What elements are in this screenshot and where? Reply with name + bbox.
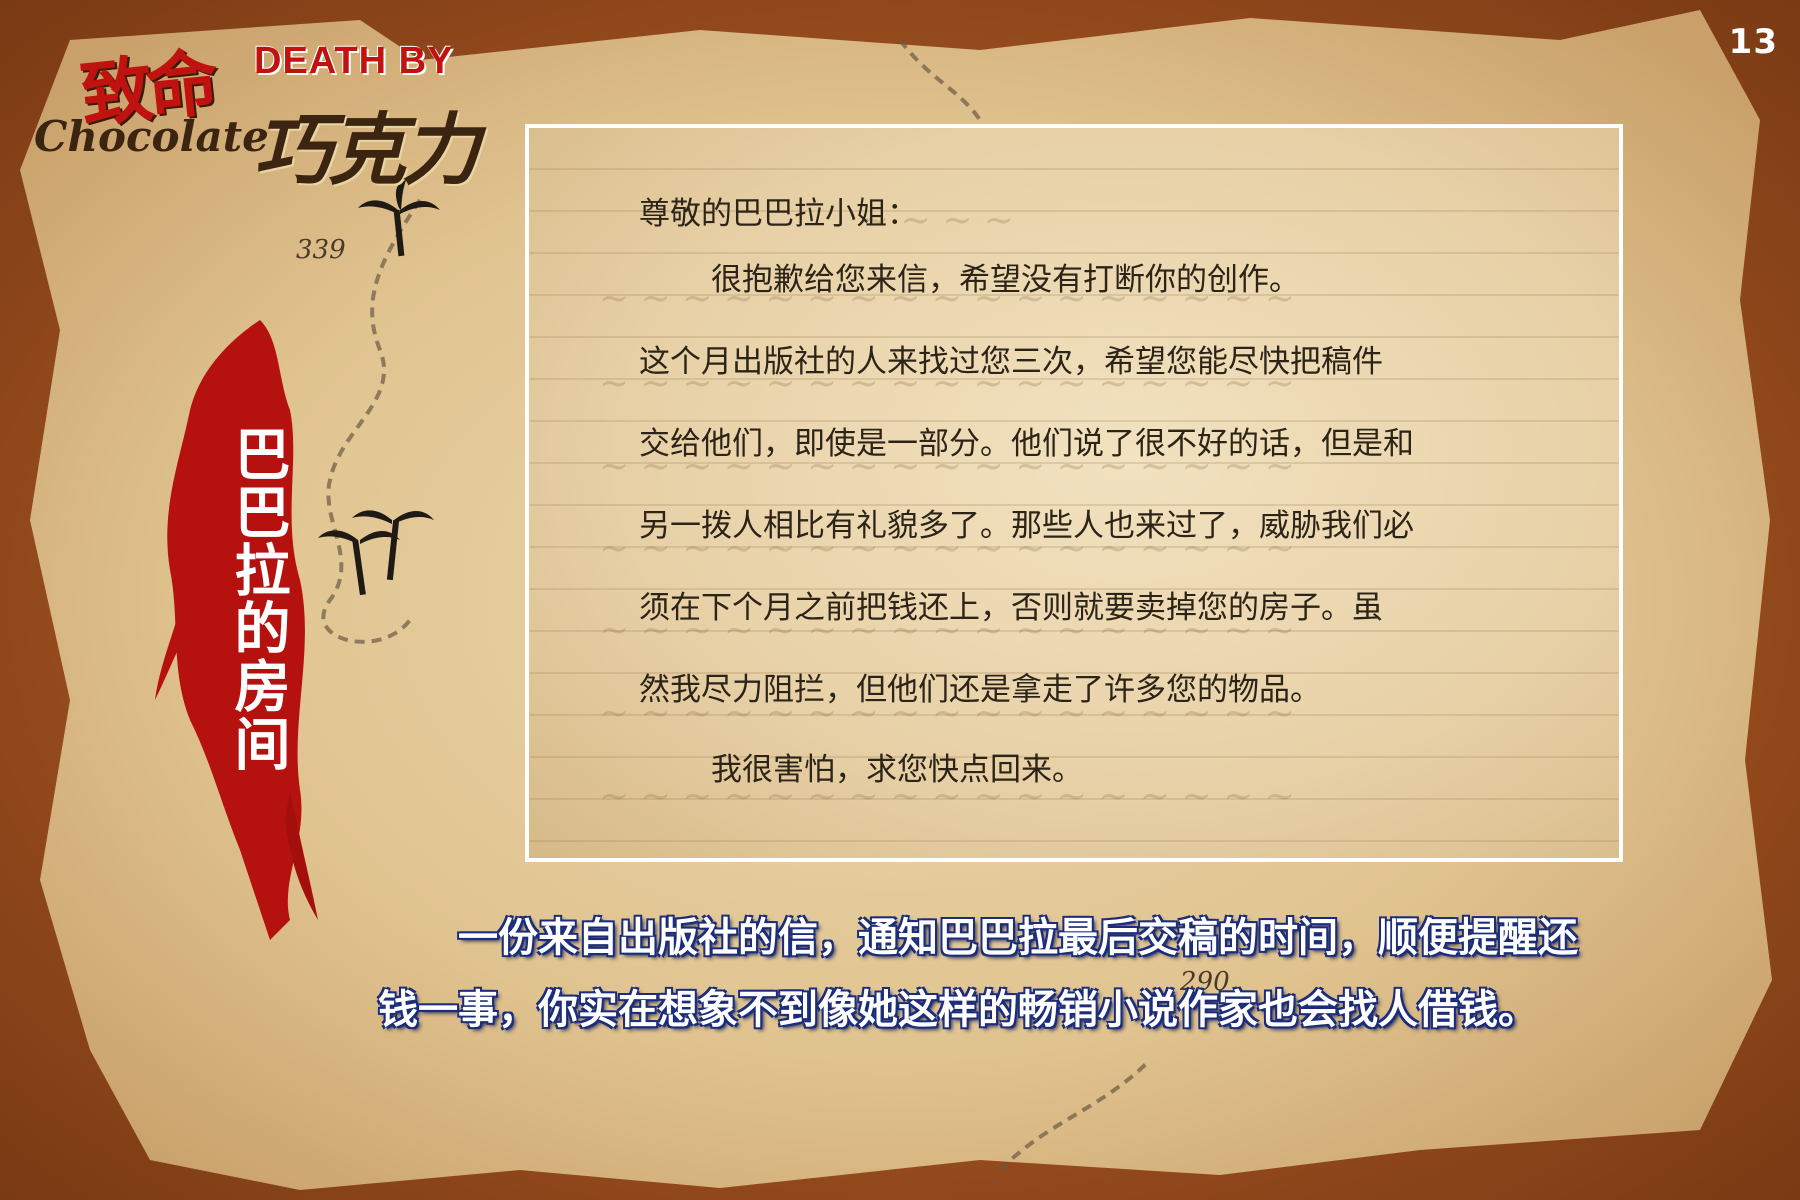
- faint-script-decoration: ~ ~ ~ ~ ~ ~ ~ ~ ~ ~ ~ ~ ~ ~ ~ ~ ~: [599, 363, 1295, 404]
- caption-line-1: 一份来自出版社的信，通知巴巴拉最后交稿的时间，顺便提醒还: [458, 915, 1578, 961]
- faint-script-decoration: ~ ~ ~ ~ ~ ~ ~ ~ ~ ~ ~ ~ ~ ~ ~ ~ ~: [599, 278, 1295, 319]
- letter-line: 须在下个月之前把钱还上，否则就要卖掉您的房子。虽: [639, 590, 1383, 626]
- faint-script-decoration: ~ ~ ~ ~ ~ ~ ~ ~ ~ ~ ~ ~ ~ ~ ~ ~ ~: [599, 610, 1295, 651]
- caption-line-2: 钱一事，你实在想象不到像她这样的畅销小说作家也会找人借钱。: [378, 987, 1538, 1033]
- map-label-290: 290: [1179, 967, 1230, 997]
- palm-tree-icon: [358, 180, 440, 257]
- page-number: 13: [1728, 22, 1778, 62]
- room-title: 巴巴拉的房间: [225, 425, 290, 773]
- letter-line: 这个月出版社的人来找过您三次，希望您能尽快把稿件: [639, 344, 1383, 380]
- faint-script-decoration: ~ ~ ~ ~ ~ ~ ~ ~ ~ ~ ~ ~ ~ ~ ~ ~ ~: [599, 693, 1295, 734]
- letter-line: 很抱歉给您来信，希望没有打断你的创作。: [711, 262, 1300, 298]
- letter-line: 我很害怕，求您快点回来。: [711, 752, 1083, 788]
- letter-panel: ~ ~ ~ ~ ~ ~ ~ ~ ~ ~ ~ ~ ~ ~ ~ ~ ~ ~ ~ ~ …: [525, 124, 1623, 862]
- letter-salutation: 尊敬的巴巴拉小姐：: [639, 196, 918, 232]
- palm-trees-icon: [318, 510, 434, 596]
- logo-english-top: DEATH BY: [254, 40, 454, 82]
- letter-line: 另一拨人相比有礼貌多了。那些人也来过了，威胁我们必: [639, 508, 1414, 544]
- faint-script-decoration: ~ ~ ~ ~ ~ ~ ~ ~ ~ ~ ~ ~ ~ ~ ~ ~ ~: [599, 528, 1295, 569]
- letter-line: 交给他们，即使是一部分。他们说了很不好的话，但是和: [639, 426, 1414, 462]
- game-logo: 致命 DEATH BY Chocolate 巧克力: [34, 30, 494, 196]
- logo-chinese-bottom: 巧克力: [254, 105, 480, 196]
- logo-english-bottom: Chocolate: [34, 112, 269, 161]
- red-brush-banner: [155, 320, 318, 940]
- faint-script-decoration: ~ ~ ~ ~: [859, 200, 1014, 241]
- faint-script-decoration: ~ ~ ~ ~ ~ ~ ~ ~ ~ ~ ~ ~ ~ ~ ~ ~ ~: [599, 446, 1295, 487]
- map-path: [321, 38, 1152, 1172]
- faint-script-decoration: ~ ~ ~ ~ ~ ~ ~ ~ ~ ~ ~ ~ ~ ~ ~ ~ ~: [599, 776, 1295, 817]
- letter-line: 然我尽力阻拦，但他们还是拿走了许多您的物品。: [639, 672, 1321, 708]
- map-label-339: 339: [296, 235, 346, 265]
